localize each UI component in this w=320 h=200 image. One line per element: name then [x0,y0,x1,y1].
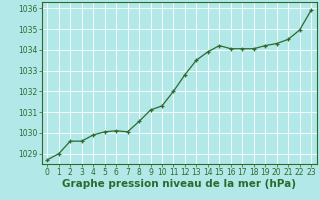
X-axis label: Graphe pression niveau de la mer (hPa): Graphe pression niveau de la mer (hPa) [62,179,296,189]
